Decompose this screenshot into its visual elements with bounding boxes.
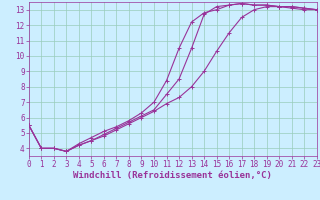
- X-axis label: Windchill (Refroidissement éolien,°C): Windchill (Refroidissement éolien,°C): [73, 171, 272, 180]
